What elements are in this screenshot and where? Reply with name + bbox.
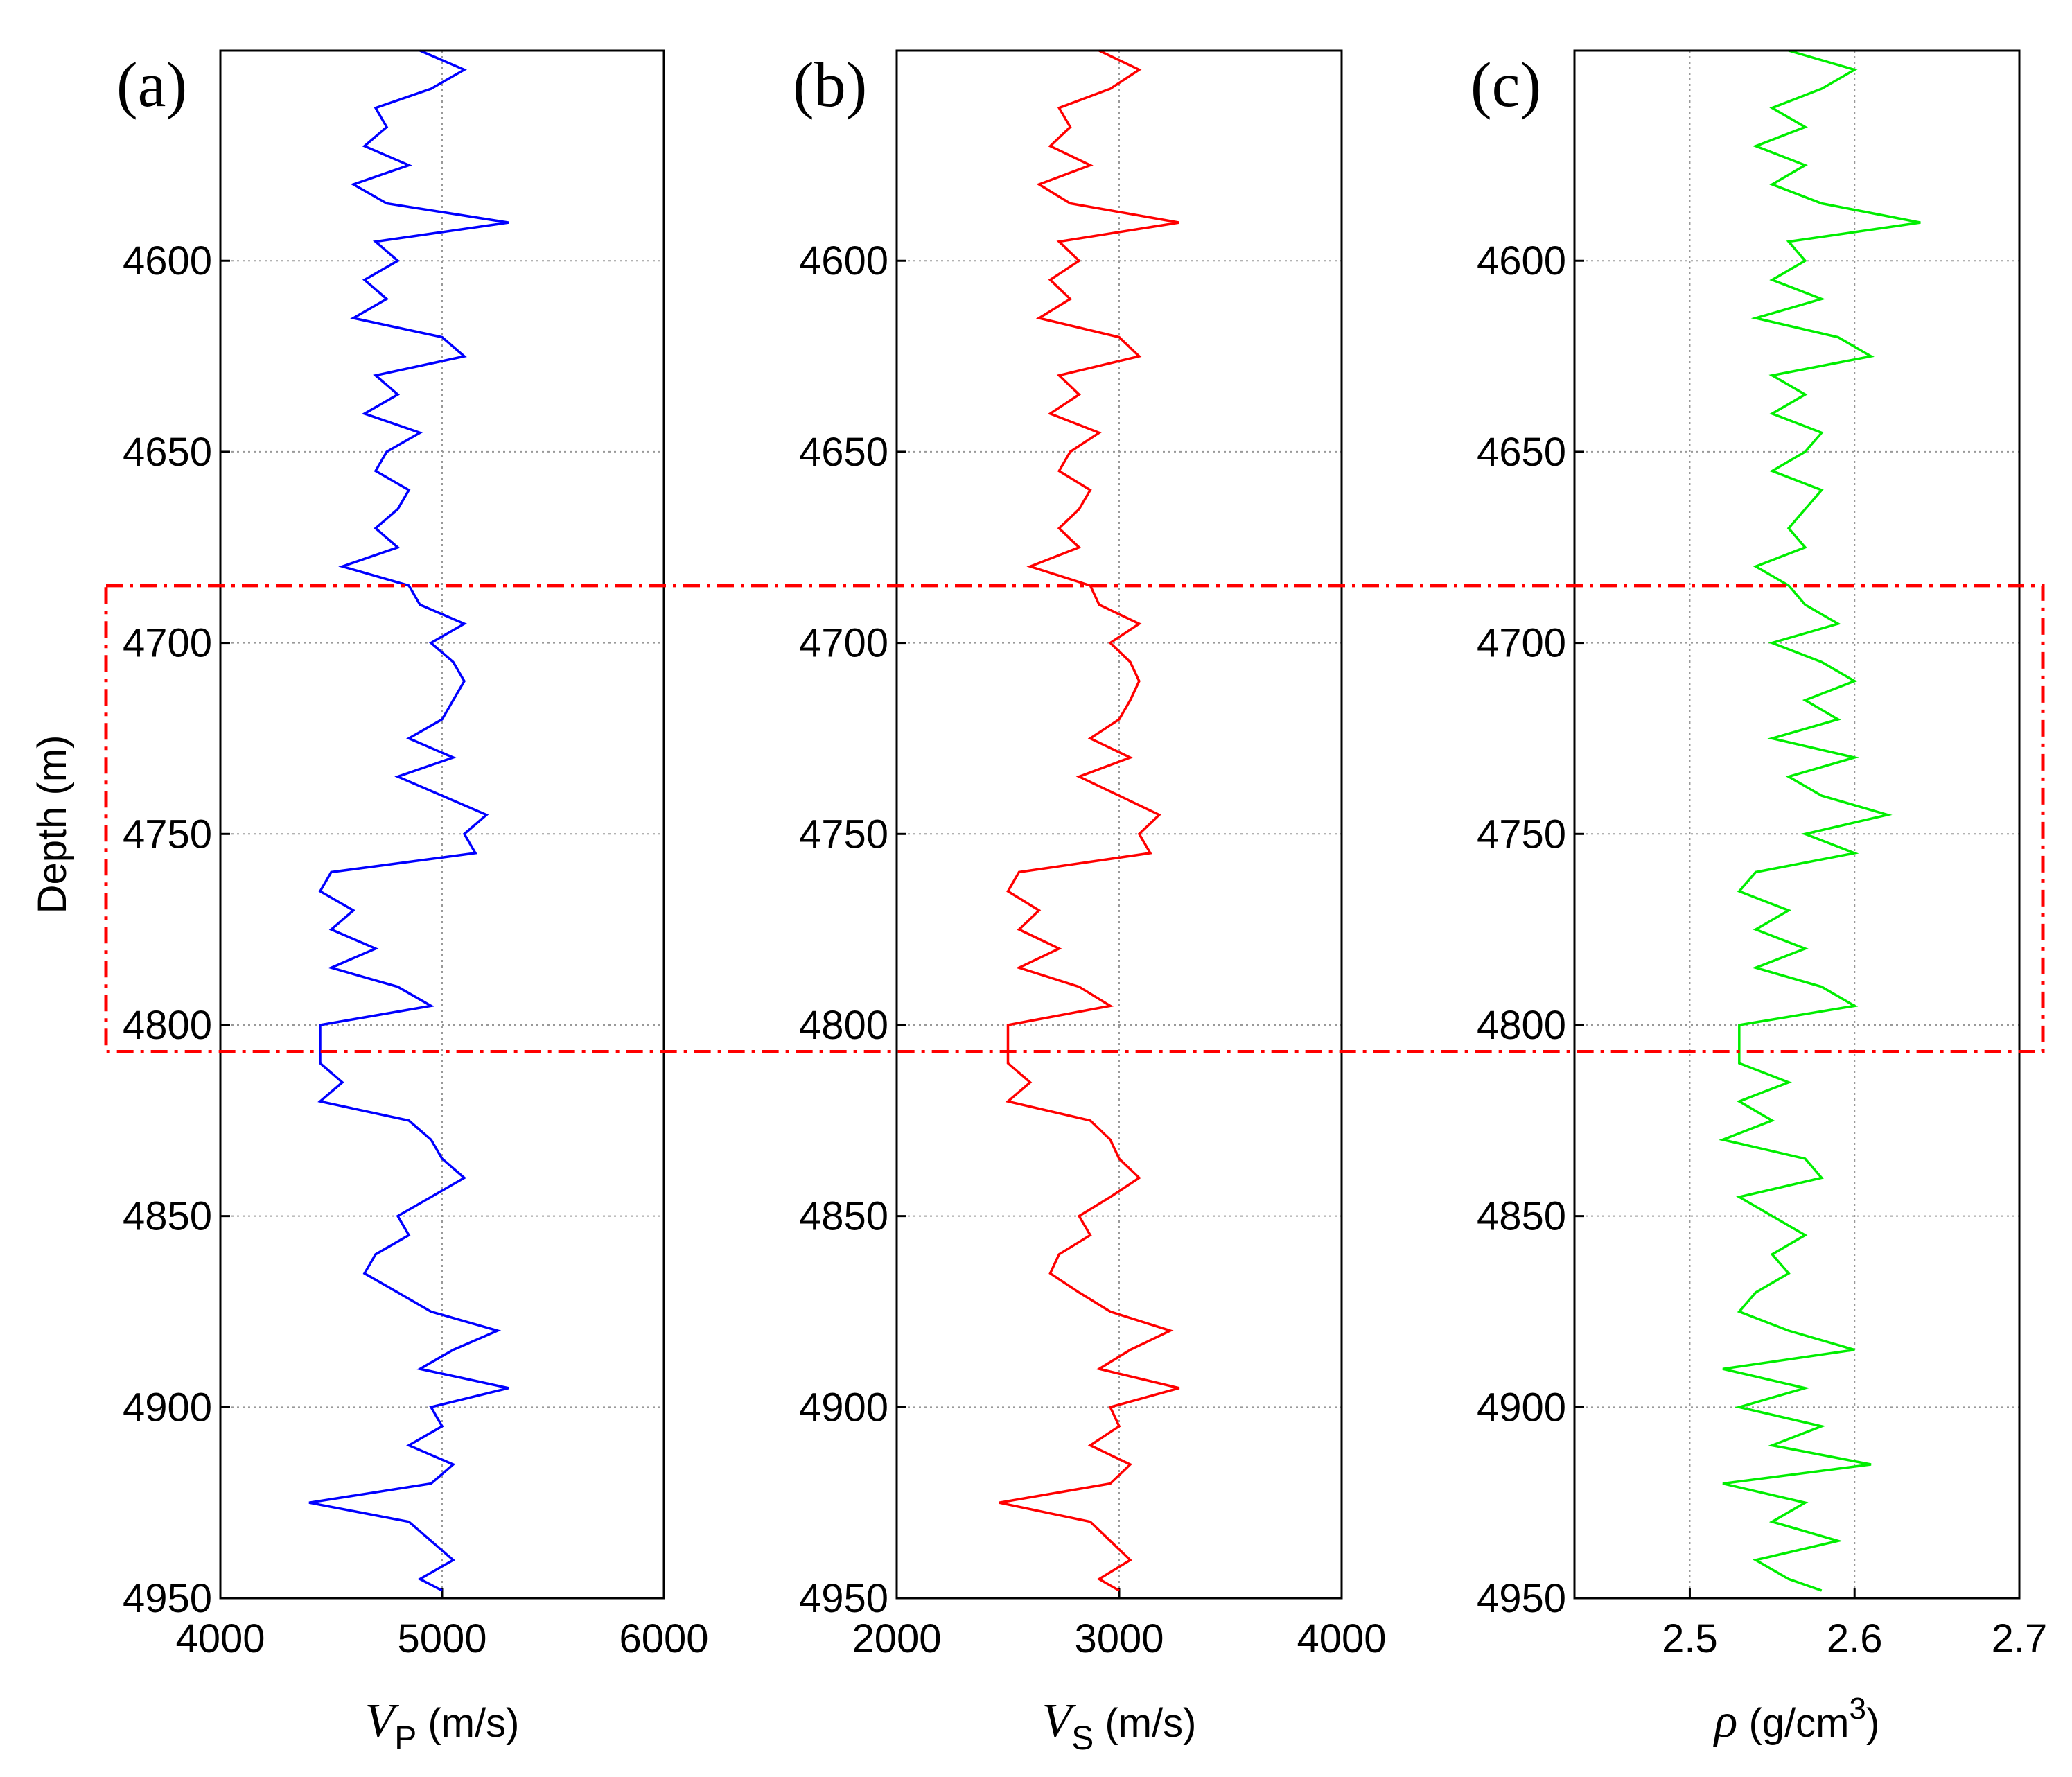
y-tick-label: 4800 [123,1003,212,1048]
y-tick-label: 4900 [799,1385,888,1430]
y-tick-label: 4950 [123,1576,212,1621]
y-tick-label: 4700 [799,621,888,666]
y-tick-label: 4750 [1477,812,1566,857]
y-tick-label: 4600 [1477,238,1566,283]
y-tick-label: 4650 [1477,430,1566,475]
x-tick-label: 3000 [1074,1616,1164,1661]
log-curve [999,49,1180,1592]
x-tick-label: 2000 [852,1616,941,1661]
y-tick-label: 4700 [123,621,212,666]
y-tick-label: 4850 [1477,1194,1566,1239]
superscript: 3 [1849,1692,1865,1726]
y-tick-label: 4750 [123,812,212,857]
symbol: V [1042,1695,1077,1748]
log-curve [308,49,509,1592]
unit-close: ) [1866,1701,1879,1746]
y-tick-label: 4650 [123,430,212,475]
y-tick-label: 4600 [123,238,212,283]
unit: (m/s) [1094,1701,1196,1746]
subscript: S [1071,1720,1094,1757]
x-tick-label: 2.7 [1992,1616,2048,1661]
y-tick-label: 4700 [1477,621,1566,666]
panel-label: (c) [1470,49,1541,120]
y-tick-label: 4900 [123,1385,212,1430]
subscript: P [394,1720,416,1757]
x-tick-label: 4000 [175,1616,265,1661]
y-tick-label: 4650 [799,430,888,475]
y-axis-label: Depth (m) [30,735,75,914]
unit: (g/cm [1737,1701,1849,1746]
y-tick-label: 4800 [1477,1003,1566,1048]
x-tick-label: 2.5 [1662,1616,1718,1661]
y-tick-label: 4600 [799,238,888,283]
x-axis-label: VS (m/s) [1042,1695,1197,1757]
plot-frame [895,49,1343,1600]
y-tick-label: 4750 [799,812,888,857]
x-tick-label: 2.6 [1827,1616,1883,1661]
y-tick-label: 4800 [799,1003,888,1048]
x-tick-label: 5000 [397,1616,486,1661]
highlight-box [104,584,2045,1054]
symbol: ρ [1713,1695,1738,1748]
plot-frame [1573,49,2021,1600]
panel-label: (b) [793,49,867,120]
y-tick-label: 4950 [799,1576,888,1621]
symbol: V [365,1695,400,1748]
y-tick-label: 4900 [1477,1385,1566,1430]
y-tick-label: 4950 [1477,1576,1566,1621]
y-tick-label: 4850 [799,1194,888,1239]
y-tick-label: 4850 [123,1194,212,1239]
x-axis-label: VP (m/s) [365,1695,520,1757]
panel-label: (a) [116,49,187,120]
x-tick-label: 6000 [619,1616,708,1661]
unit: (m/s) [416,1701,519,1746]
x-axis-label: ρ (g/cm3) [1713,1692,1880,1748]
log-curve [1719,49,1921,1592]
plot-frame [219,49,665,1600]
x-tick-label: 4000 [1297,1616,1386,1661]
